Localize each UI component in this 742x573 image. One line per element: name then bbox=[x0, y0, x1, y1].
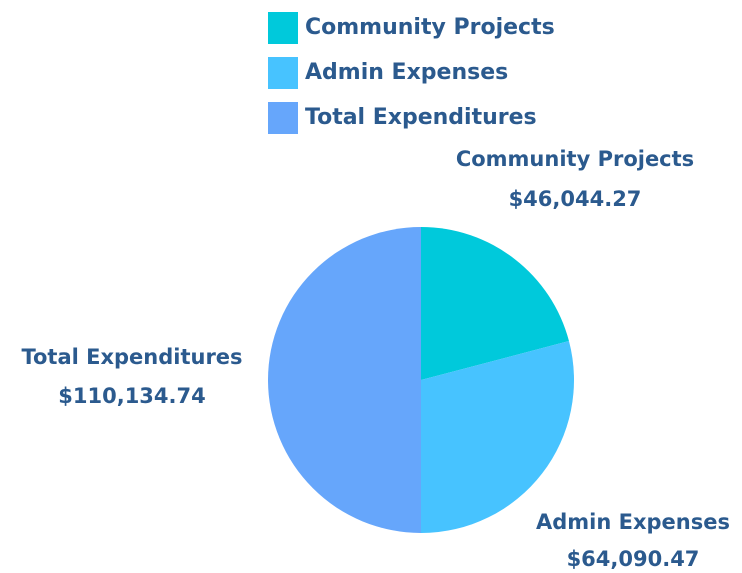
legend-label: Admin Expenses bbox=[305, 60, 508, 85]
pie-slice bbox=[268, 227, 421, 533]
legend-label: Total Expenditures bbox=[305, 105, 537, 130]
slice-value: $64,090.47 bbox=[567, 547, 700, 571]
legend-swatch bbox=[268, 57, 298, 89]
legend-label: Community Projects bbox=[305, 15, 555, 40]
slice-label: Admin Expenses bbox=[536, 510, 730, 534]
slice-value: $46,044.27 bbox=[509, 187, 642, 211]
pie-slice bbox=[421, 227, 569, 380]
legend-swatch bbox=[268, 102, 298, 134]
slice-label: Total Expenditures bbox=[21, 345, 242, 369]
legend-swatch bbox=[268, 12, 298, 44]
pie-slice bbox=[421, 341, 575, 533]
slice-value: $110,134.74 bbox=[58, 384, 205, 408]
slice-label: Community Projects bbox=[456, 147, 694, 171]
